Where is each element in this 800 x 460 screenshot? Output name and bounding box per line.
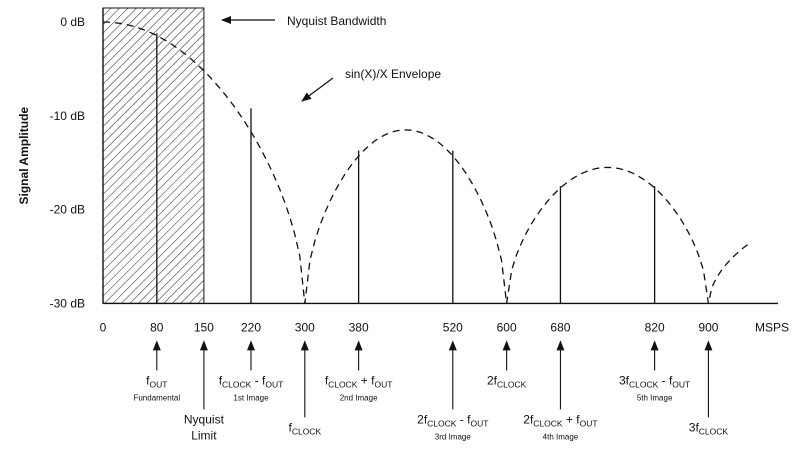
axes (102, 8, 778, 305)
y-axis-label: Signal Amplitude (17, 107, 31, 205)
x-tick-label: 0 (100, 320, 107, 334)
envelope-arrow (301, 77, 334, 102)
annotation-captions: fOUT Fundamental Nyquist Limit fCLOCK - fOUT… (133, 373, 728, 442)
x-tick-label: 80 (150, 320, 164, 334)
annotation-description: 5th Image (637, 393, 673, 402)
y-tick-label: 0 dB (60, 15, 85, 29)
x-tick-label: 380 (349, 320, 369, 334)
spectral-lines (156, 33, 656, 304)
annotation-description: Fundamental (133, 393, 180, 402)
x-tick-label: 820 (645, 320, 665, 334)
annotation-description: 2nd Image (340, 393, 378, 402)
annotation-description: 1st Image (233, 393, 269, 402)
annotation-description: 3rd Image (435, 432, 472, 441)
y-tick-label: -10 dB (50, 109, 85, 123)
annotation-label: fOUT (146, 373, 167, 389)
callouts: Nyquist Bandwidth sin(X)/X Envelope (221, 14, 441, 102)
x-tick-label: 680 (550, 320, 570, 334)
annotation-label: 2fCLOCK (487, 373, 527, 389)
envelope-label: sin(X)/X Envelope (345, 67, 441, 81)
annotation-label: 3fCLOCK (689, 420, 729, 436)
x-tick-label: 300 (295, 320, 315, 334)
annotation-label: Limit (191, 428, 217, 442)
x-axis-label: MSPS (755, 320, 789, 334)
annotation-description: 4th Image (543, 432, 579, 441)
annotation-label: Nyquist (184, 412, 225, 426)
x-tick-label: 220 (241, 320, 261, 334)
x-tick-label: 900 (698, 320, 718, 334)
nyquist-bandwidth-label: Nyquist Bandwidth (287, 14, 386, 28)
x-tick-labels: 0 80 150 220 300 380 520 600 680 820 900 (100, 320, 719, 334)
sinx-x-envelope (102, 21, 750, 304)
y-tick-label: -30 dB (50, 296, 85, 310)
annotation-label: fCLOCK - fOUT (219, 373, 284, 389)
y-tick-label: -20 dB (50, 203, 85, 217)
annotation-label: fCLOCK (288, 420, 321, 436)
y-tick-labels: 0 dB -10 dB -20 dB -30 dB (50, 15, 85, 310)
annotation-arrows (152, 340, 713, 418)
annotation-label: 2fCLOCK + fOUT (523, 412, 597, 428)
x-tick-label: 600 (497, 320, 517, 334)
annotation-label: 2fCLOCK - fOUT (417, 412, 488, 428)
annotation-label: 3fCLOCK - fOUT (619, 373, 690, 389)
x-tick-label: 520 (443, 320, 463, 334)
annotation-label: fCLOCK + fOUT (325, 373, 393, 389)
x-tick-label: 150 (194, 320, 214, 334)
nyquist-bandwidth-region (102, 7, 205, 304)
